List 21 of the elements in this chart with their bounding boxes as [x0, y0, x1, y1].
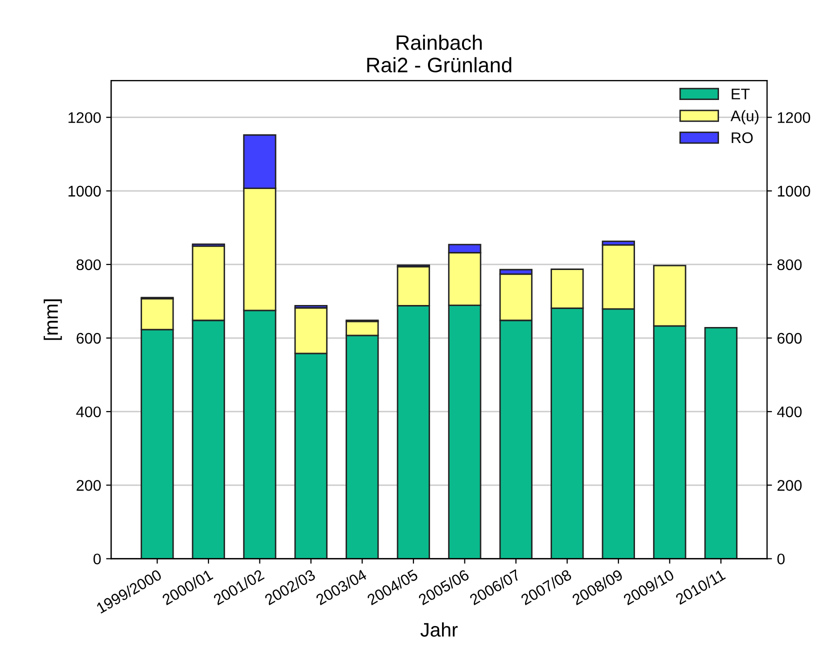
y-tick-label: 1000 — [68, 186, 101, 197]
y-tick-label: 0 — [93, 554, 101, 564]
y-tick-label: 200 — [76, 480, 101, 491]
y2-tick-label: 1000 — [778, 186, 810, 197]
y2-tick-label: 400 — [777, 406, 802, 418]
y2-tick-label: 200 — [778, 480, 802, 491]
legend-label: ET — [732, 88, 750, 100]
legend-label: A(u) — [730, 110, 758, 124]
y2-tick-label: 600 — [778, 332, 802, 344]
y-tick-label: 800 — [76, 259, 101, 270]
bar — [704, 327, 738, 559]
chart-title: Rainbach Rai2 - Grünland — [367, 34, 512, 72]
x-axis-title: Jahr — [420, 622, 458, 637]
legend-label: RO — [732, 132, 753, 144]
y2-tick-label: 800 — [777, 259, 802, 270]
y-tick-label: 600 — [76, 332, 101, 344]
y2-tick-label: 0 — [777, 554, 785, 564]
y-tick-label: 1200 — [68, 112, 101, 124]
y-axis-title: [mm] — [44, 299, 62, 340]
y-tick-label: 400 — [76, 406, 101, 418]
y2-tick-label: 1200 — [778, 112, 810, 124]
